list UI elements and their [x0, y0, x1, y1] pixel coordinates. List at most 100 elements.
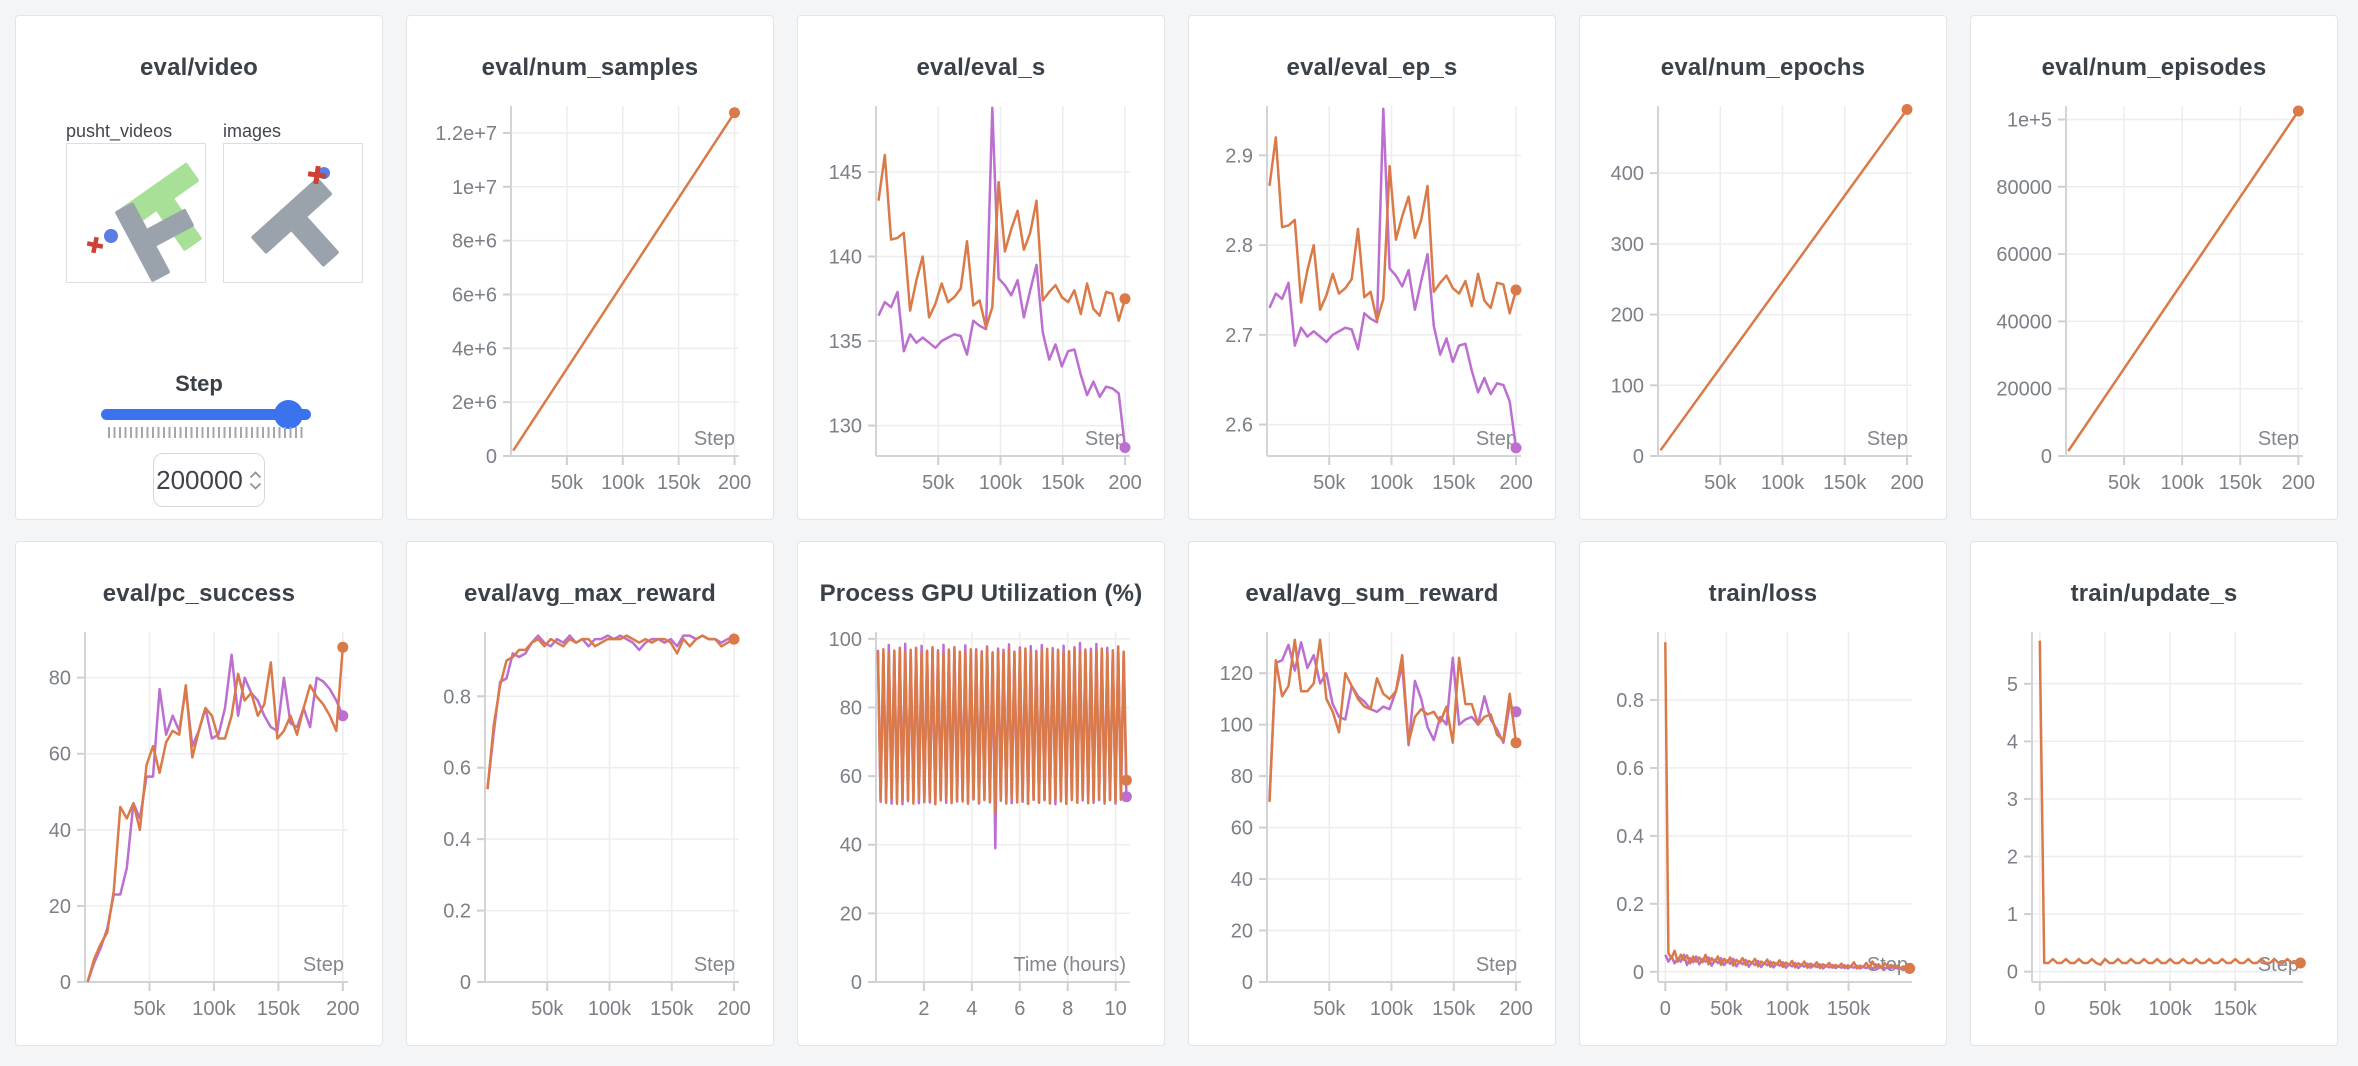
step-input-value[interactable]: 200000	[156, 464, 243, 495]
svg-text:1e+7: 1e+7	[452, 177, 497, 199]
step-slider[interactable]	[101, 400, 311, 429]
svg-text:150k: 150k	[2219, 472, 2263, 494]
svg-text:145: 145	[829, 162, 862, 184]
svg-text:8: 8	[1062, 998, 1073, 1020]
svg-text:0: 0	[2041, 446, 2052, 468]
media-thumbnail-images[interactable]	[223, 143, 363, 283]
svg-text:50k: 50k	[1313, 472, 1346, 494]
svg-text:6: 6	[1014, 998, 1025, 1020]
media-caption-pusht-videos: pusht_videos	[66, 121, 173, 141]
chart-title: eval/pc_success	[102, 580, 296, 607]
svg-text:80: 80	[49, 668, 71, 690]
svg-text:0: 0	[1633, 962, 1644, 984]
svg-text:2.9: 2.9	[1225, 145, 1253, 167]
svg-text:200: 200	[1499, 472, 1532, 494]
svg-text:50k: 50k	[551, 472, 584, 494]
svg-text:50k: 50k	[133, 998, 166, 1020]
svg-text:100k: 100k	[979, 472, 1023, 494]
chart-title: eval/num_episodes	[2041, 54, 2267, 81]
line-chart[interactable]: 0 100 200 300 400 50k 100k 150k 200 Step	[1580, 101, 1947, 520]
stepper-down-icon[interactable]	[249, 482, 262, 490]
svg-text:60: 60	[1231, 818, 1253, 840]
svg-text:0.6: 0.6	[1616, 758, 1644, 780]
svg-text:0: 0	[1242, 972, 1253, 994]
svg-text:0.8: 0.8	[443, 686, 471, 708]
svg-text:Step: Step	[694, 428, 735, 450]
svg-text:2.7: 2.7	[1225, 325, 1253, 347]
chart-panel-num-samples: eval/num_samples 0 2e+6 4e+6 6e+6 8e+6 1e+7 1.…	[406, 15, 774, 520]
line-chart[interactable]: 0 20000 40000 60000 80000 1e+5 50k 100k 150k 200 S…	[1971, 101, 2338, 520]
line-chart[interactable]: 0 20 40 60 80 50k 100k 150k 200 Step	[16, 627, 383, 1046]
line-chart[interactable]: 130 135 140 145 50k 100k 150k 200 Step	[798, 101, 1165, 520]
svg-text:140: 140	[829, 246, 862, 268]
svg-text:80000: 80000	[1996, 177, 2052, 199]
svg-text:50k: 50k	[2108, 472, 2141, 494]
svg-text:Step: Step	[2258, 428, 2299, 450]
svg-text:80: 80	[1231, 766, 1253, 788]
svg-text:200: 200	[718, 472, 751, 494]
pusht-scene-icon	[86, 162, 202, 282]
svg-text:100k: 100k	[1766, 998, 1810, 1020]
svg-text:0: 0	[1660, 998, 1671, 1020]
step-input[interactable]: 200000	[153, 453, 265, 507]
gray-t-block	[115, 202, 194, 282]
svg-text:100k: 100k	[588, 998, 632, 1020]
svg-text:0.6: 0.6	[443, 758, 471, 780]
svg-text:100k: 100k	[1370, 998, 1414, 1020]
svg-text:0.4: 0.4	[1616, 826, 1644, 848]
svg-text:Step: Step	[2258, 954, 2299, 976]
pusht-scene-icon	[251, 165, 339, 267]
svg-text:0: 0	[486, 446, 497, 468]
svg-text:0: 0	[460, 972, 471, 994]
svg-text:100k: 100k	[2148, 998, 2192, 1020]
chart-panel-train-loss: train/loss 0 0.2 0.4 0.6 0.8 0 50k 100k 150k Step	[1579, 541, 1947, 1046]
svg-text:400: 400	[1611, 163, 1644, 185]
svg-text:50k: 50k	[922, 472, 955, 494]
svg-text:150k: 150k	[1823, 472, 1867, 494]
stepper-up-icon[interactable]	[249, 470, 262, 479]
step-slider-label: Step	[175, 371, 223, 396]
svg-text:80: 80	[840, 697, 862, 719]
chart-title: eval/eval_s	[916, 54, 1046, 81]
svg-text:0: 0	[851, 972, 862, 994]
svg-text:60: 60	[840, 766, 862, 788]
line-chart[interactable]: 0 2e+6 4e+6 6e+6 8e+6 1e+7 1.2e+7 50k 100k 150k 20…	[407, 101, 774, 520]
svg-text:8e+6: 8e+6	[452, 231, 497, 253]
media-thumbnail-pusht-videos[interactable]	[66, 143, 206, 283]
svg-text:50k: 50k	[531, 998, 564, 1020]
svg-text:4: 4	[966, 998, 977, 1020]
line-chart[interactable]: 2.6 2.7 2.8 2.9 50k 100k 150k 200 Step	[1189, 101, 1556, 520]
chart-panel-train-update-s: train/update_s 0 1 2 3 4 5 0 50k 100k 150k Step	[1970, 541, 2338, 1046]
chart-title: train/update_s	[2070, 580, 2238, 607]
svg-text:0: 0	[60, 972, 71, 994]
svg-text:100: 100	[829, 629, 862, 651]
line-chart[interactable]: 0 20 40 60 80 100 2 4 6 8 10 Time (hours)	[798, 627, 1165, 1046]
svg-text:60: 60	[49, 744, 71, 766]
svg-text:0.2: 0.2	[1616, 894, 1644, 916]
svg-text:120: 120	[1220, 663, 1253, 685]
svg-text:2: 2	[918, 998, 929, 1020]
svg-text:150k: 150k	[657, 472, 701, 494]
svg-text:40: 40	[49, 820, 71, 842]
svg-text:5: 5	[2007, 674, 2018, 696]
line-chart[interactable]: 0 0.2 0.4 0.6 0.8 50k 100k 150k 200 Step	[407, 627, 774, 1046]
step-slider-thumb[interactable]	[274, 400, 303, 429]
step-input-steppers[interactable]	[249, 470, 262, 490]
svg-text:100k: 100k	[2160, 472, 2204, 494]
svg-text:40000: 40000	[1996, 311, 2052, 333]
svg-text:150k: 150k	[257, 998, 301, 1020]
svg-text:1.2e+7: 1.2e+7	[435, 123, 497, 145]
svg-text:10: 10	[1104, 998, 1126, 1020]
line-chart[interactable]: 0 20 40 60 80 100 120 50k 100k 150k 200 Step	[1189, 627, 1556, 1046]
svg-text:40: 40	[840, 835, 862, 857]
svg-text:0: 0	[2034, 998, 2045, 1020]
svg-text:100: 100	[1611, 375, 1644, 397]
svg-text:200: 200	[326, 998, 359, 1020]
chart-title: eval/eval_ep_s	[1286, 54, 1458, 81]
media-caption-images: images	[223, 121, 282, 141]
svg-text:60000: 60000	[1996, 244, 2052, 266]
svg-text:Step: Step	[303, 954, 344, 976]
svg-text:150k: 150k	[1432, 472, 1476, 494]
